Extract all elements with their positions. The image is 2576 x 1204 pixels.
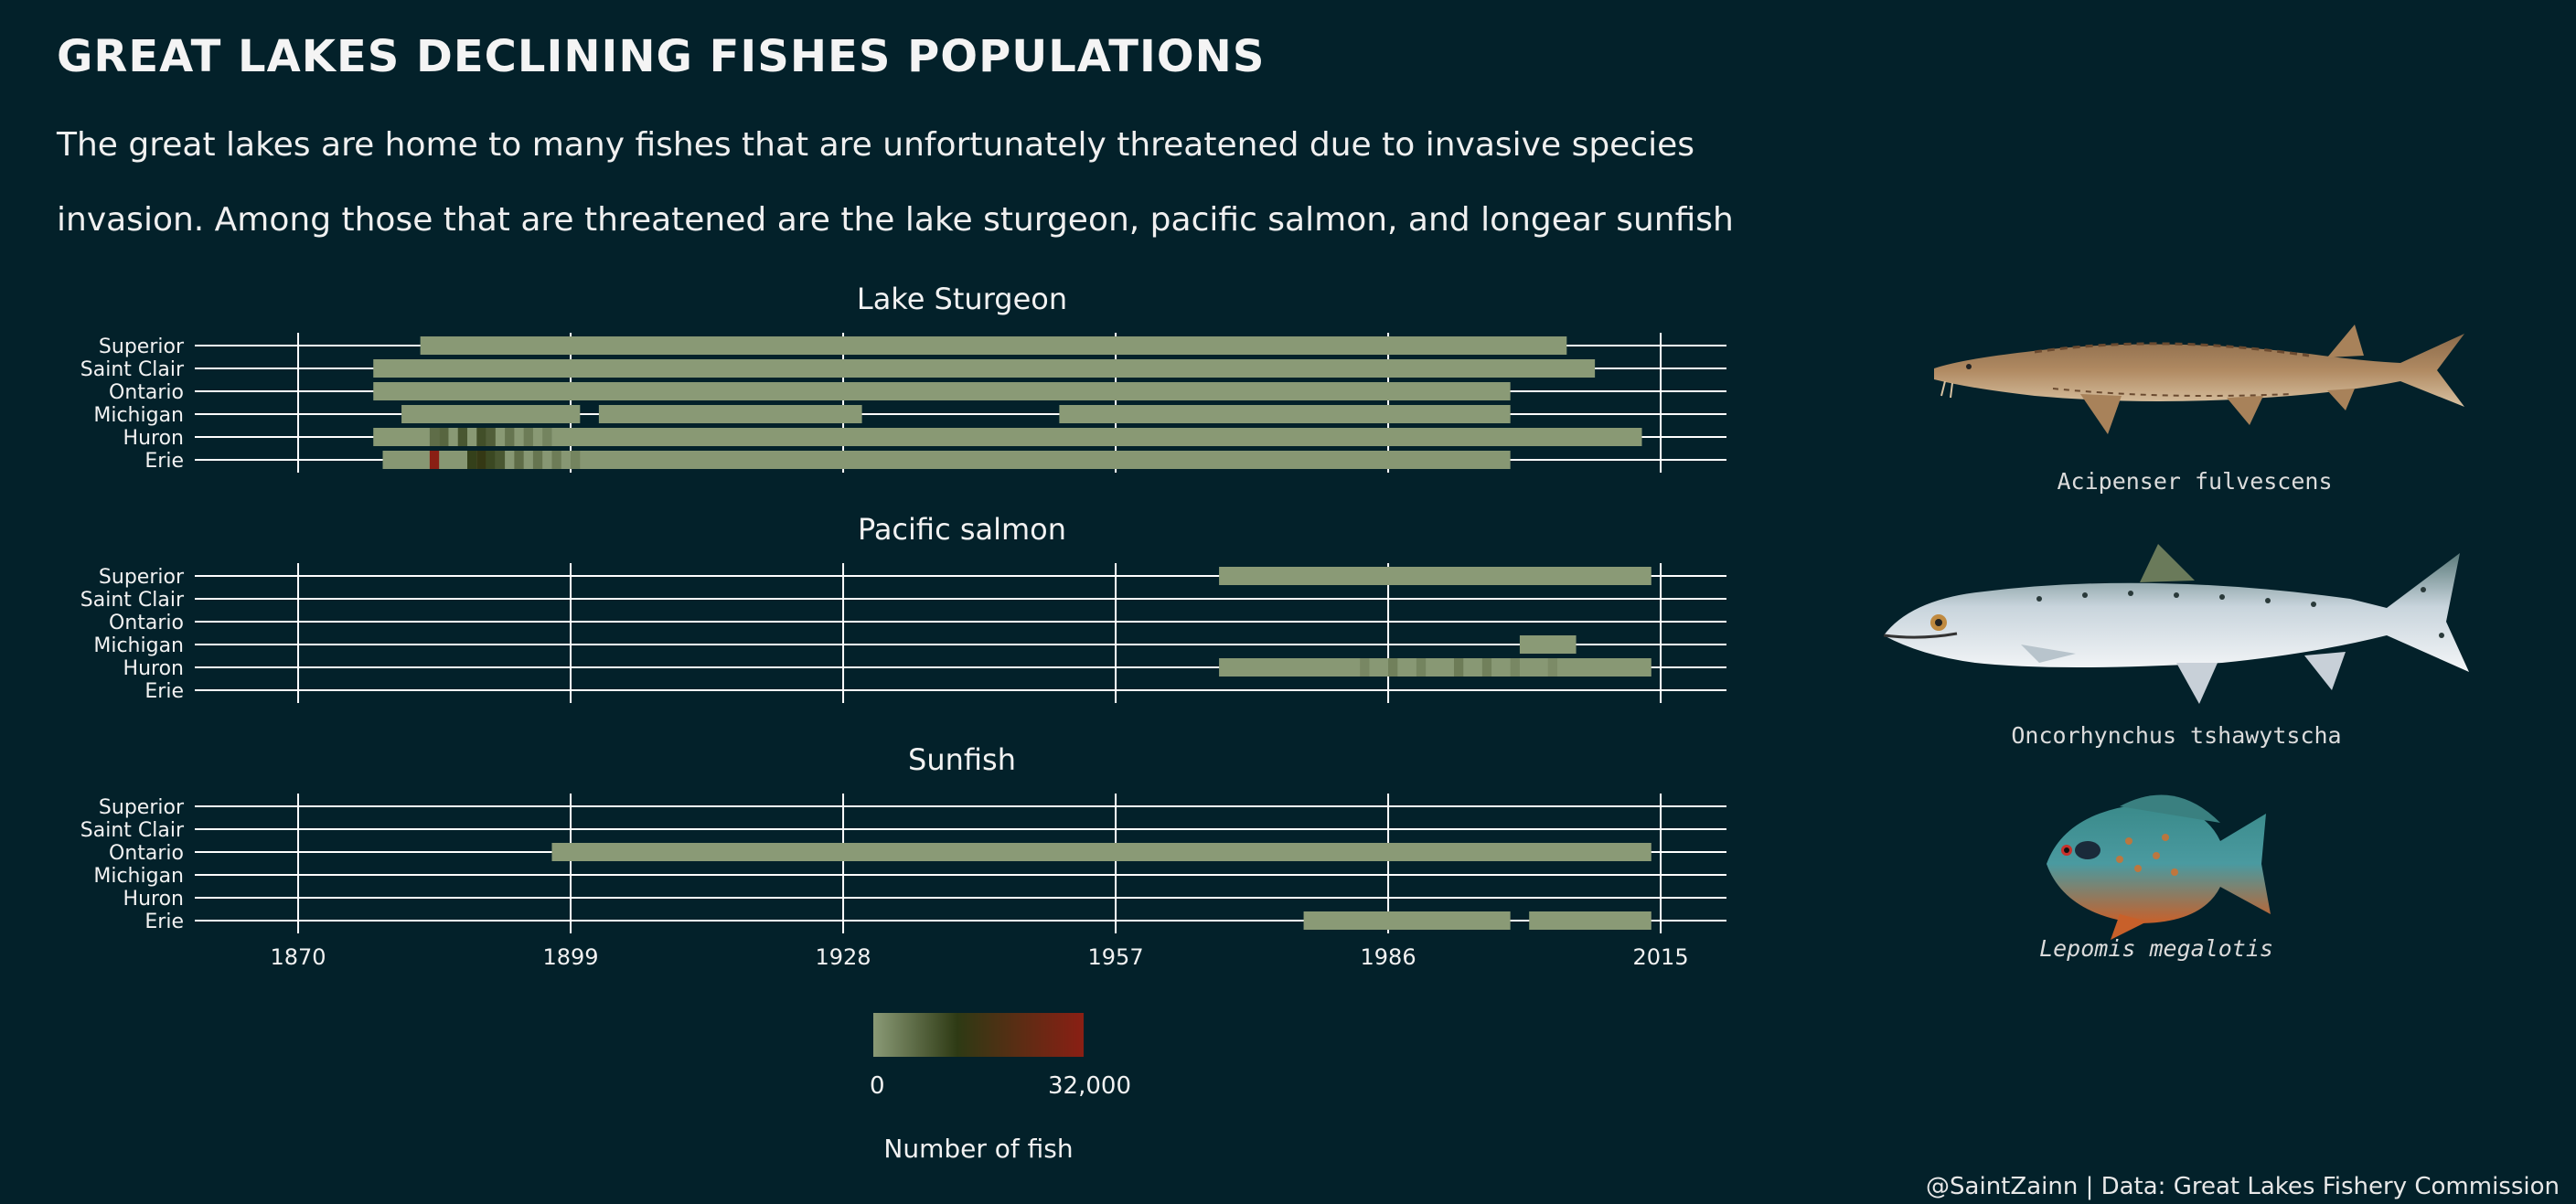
heat-cell-lake-sturgeon-1 <box>439 428 449 446</box>
subtitle-line-1: The great lakes are home to many fishes … <box>57 126 1695 164</box>
longear-sunfish-illustration <box>2047 794 2271 940</box>
x-tick-label-2: 1928 <box>816 944 871 970</box>
heat-cell-lake-sturgeon-9 <box>467 451 477 469</box>
legend-colorbar <box>873 1013 1084 1057</box>
heat-cell-lake-sturgeon-8 <box>429 451 440 469</box>
lake-label-pacific-salmon-2: Ontario <box>109 612 184 634</box>
heat-cell-pacific-salmon-0 <box>1360 658 1370 677</box>
heat-bar-sunfish-1 <box>1303 911 1511 930</box>
lake-label-lake-sturgeon-2: Ontario <box>109 381 184 404</box>
heat-cell-lake-sturgeon-0 <box>429 428 440 446</box>
x-tick-label-3: 1957 <box>1088 944 1144 970</box>
heat-bar-lake-sturgeon-7 <box>382 451 1511 469</box>
chinook-salmon-illustration <box>1883 544 2469 704</box>
lake-label-pacific-salmon-1: Saint Clair <box>80 589 185 612</box>
heat-cell-pacific-salmon-2 <box>1416 658 1427 677</box>
heat-cell-lake-sturgeon-10 <box>476 451 486 469</box>
lake-label-sunfish-0: Superior <box>99 796 185 819</box>
lake-label-sunfish-2: Ontario <box>109 842 184 865</box>
heat-cell-pacific-salmon-5 <box>1510 658 1520 677</box>
x-tick-label-1: 1899 <box>543 944 599 970</box>
legend-max-label: 32,000 <box>1048 1072 1131 1100</box>
heat-cell-pacific-salmon-6 <box>1547 658 1558 677</box>
heat-cell-lake-sturgeon-7 <box>542 428 552 446</box>
x-tick-label-4: 1986 <box>1361 944 1416 970</box>
subtitle-line-2: invasion. Among those that are threatene… <box>57 201 1734 239</box>
heat-cell-lake-sturgeon-14 <box>532 451 543 469</box>
x-tick-label-5: 2015 <box>1633 944 1689 970</box>
lake-label-pacific-salmon-4: Huron <box>123 657 184 680</box>
panel-title-sunfish: Sunfish <box>908 742 1016 777</box>
heat-cell-lake-sturgeon-2 <box>457 428 468 446</box>
heat-cell-lake-sturgeon-4 <box>486 428 496 446</box>
lake-label-sunfish-5: Erie <box>144 911 184 933</box>
heat-cell-lake-sturgeon-3 <box>476 428 486 446</box>
heat-bar-lake-sturgeon-1 <box>373 359 1596 378</box>
heat-bar-lake-sturgeon-6 <box>373 428 1642 446</box>
chart-subtitle: The great lakes are home to many fishes … <box>57 108 1734 258</box>
lake-label-lake-sturgeon-4: Huron <box>123 427 184 450</box>
species-name-sturgeon: Acipenser fulvescens <box>2057 468 2333 495</box>
heat-bar-pacific-salmon-1 <box>1519 635 1577 654</box>
panel-title-lake-sturgeon: Lake Sturgeon <box>857 282 1067 316</box>
heat-bar-sunfish-2 <box>1529 911 1651 930</box>
heat-cell-pacific-salmon-1 <box>1388 658 1398 677</box>
heat-cell-lake-sturgeon-5 <box>505 428 515 446</box>
heat-bar-lake-sturgeon-0 <box>420 336 1567 355</box>
legend-min-label: 0 <box>870 1072 885 1100</box>
lake-label-pacific-salmon-3: Michigan <box>93 634 184 657</box>
heat-bar-sunfish-0 <box>551 843 1651 861</box>
heat-bar-lake-sturgeon-3 <box>401 405 581 423</box>
lake-label-sunfish-1: Saint Clair <box>80 819 185 842</box>
heat-bar-pacific-salmon-2 <box>1219 658 1651 677</box>
heat-bar-lake-sturgeon-4 <box>598 405 862 423</box>
lake-sturgeon-illustration <box>1934 325 2464 434</box>
lake-label-pacific-salmon-5: Erie <box>144 680 184 703</box>
heat-cell-lake-sturgeon-11 <box>486 451 496 469</box>
heat-cell-pacific-salmon-3 <box>1453 658 1464 677</box>
species-name-salmon: Oncorhynchus tshawytscha <box>2011 722 2342 749</box>
lake-label-lake-sturgeon-1: Saint Clair <box>80 358 185 381</box>
lake-label-sunfish-3: Michigan <box>93 865 184 888</box>
lake-label-pacific-salmon-0: Superior <box>99 566 185 589</box>
lake-label-lake-sturgeon-5: Erie <box>144 450 184 473</box>
heat-cell-pacific-salmon-4 <box>1481 658 1492 677</box>
heat-bar-lake-sturgeon-2 <box>373 382 1511 400</box>
heat-bar-lake-sturgeon-5 <box>1059 405 1511 423</box>
species-name-sunfish: Lepomis megalotis <box>2039 935 2273 962</box>
lake-label-lake-sturgeon-3: Michigan <box>93 404 184 427</box>
data-source-caption: @SaintZainn | Data: Great Lakes Fishery … <box>1926 1173 2560 1200</box>
lake-label-sunfish-4: Huron <box>123 888 184 911</box>
chart-title: GREAT LAKES DECLINING FISHES POPULATIONS <box>57 31 1266 82</box>
heat-cell-lake-sturgeon-15 <box>551 451 561 469</box>
x-tick-label-0: 1870 <box>270 944 326 970</box>
heat-cell-lake-sturgeon-6 <box>523 428 533 446</box>
panel-title-pacific-salmon: Pacific salmon <box>858 512 1066 547</box>
lake-label-lake-sturgeon-0: Superior <box>99 336 185 358</box>
heat-cell-lake-sturgeon-16 <box>571 451 581 469</box>
heat-cell-lake-sturgeon-12 <box>495 451 506 469</box>
heat-cell-lake-sturgeon-13 <box>514 451 524 469</box>
heat-bar-pacific-salmon-0 <box>1219 567 1651 585</box>
legend-title: Number of fish <box>883 1134 1073 1164</box>
